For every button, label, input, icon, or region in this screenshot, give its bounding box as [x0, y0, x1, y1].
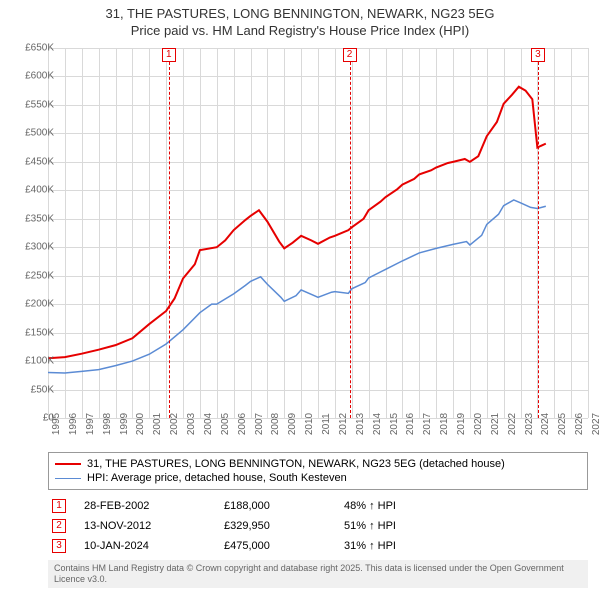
events-table: 1 28-FEB-2002£188,00048% ↑ HPI 2 13-NOV-201…	[48, 496, 588, 556]
marker-line-1	[169, 62, 170, 418]
marker-box-3: 3	[531, 48, 545, 62]
y-tick: £350K	[10, 213, 54, 224]
x-tick: 2009	[287, 413, 298, 435]
title-line2: Price paid vs. HM Land Registry's House …	[10, 23, 590, 40]
x-tick: 2025	[557, 413, 568, 435]
legend-item-hpi: HPI: Average price, detached house, Sout…	[55, 471, 581, 485]
event-marker: 2	[52, 519, 66, 533]
event-row: 2 13-NOV-2012£329,95051% ↑ HPI	[48, 516, 588, 536]
event-date: 10-JAN-2024	[84, 540, 224, 552]
y-tick: £650K	[10, 43, 54, 54]
x-tick: 1998	[102, 413, 113, 435]
x-tick: 2021	[490, 413, 501, 435]
x-tick: 2005	[220, 413, 231, 435]
event-price: £329,950	[224, 520, 344, 532]
x-tick: 2016	[405, 413, 416, 435]
x-tick: 2023	[524, 413, 535, 435]
marker-box-2: 2	[343, 48, 357, 62]
legend-label-price: 31, THE PASTURES, LONG BENNINGTON, NEWAR…	[87, 458, 505, 470]
x-tick: 1996	[68, 413, 79, 435]
x-tick: 2004	[203, 413, 214, 435]
chart-lines	[48, 48, 588, 418]
x-tick: 1995	[51, 413, 62, 435]
y-tick: £400K	[10, 185, 54, 196]
x-tick: 1997	[85, 413, 96, 435]
x-tick: 2010	[304, 413, 315, 435]
x-tick: 2015	[389, 413, 400, 435]
y-tick: £250K	[10, 270, 54, 281]
footer-attribution: Contains HM Land Registry data © Crown c…	[48, 560, 588, 588]
chart-title: 31, THE PASTURES, LONG BENNINGTON, NEWAR…	[0, 0, 600, 42]
legend-label-hpi: HPI: Average price, detached house, Sout…	[87, 472, 347, 484]
series-hpi	[48, 200, 546, 373]
x-tick: 2013	[355, 413, 366, 435]
x-tick: 2014	[372, 413, 383, 435]
x-tick: 2000	[135, 413, 146, 435]
grid-v	[588, 48, 589, 418]
footer-text: Contains HM Land Registry data © Crown c…	[54, 563, 564, 584]
event-pct: 51% ↑ HPI	[344, 520, 464, 532]
event-pct: 31% ↑ HPI	[344, 540, 464, 552]
x-tick: 2006	[237, 413, 248, 435]
x-tick: 2001	[152, 413, 163, 435]
legend: 31, THE PASTURES, LONG BENNINGTON, NEWAR…	[48, 452, 588, 490]
x-tick: 2012	[338, 413, 349, 435]
y-tick: £300K	[10, 242, 54, 253]
x-tick: 2022	[507, 413, 518, 435]
x-tick: 2019	[456, 413, 467, 435]
legend-swatch-hpi	[55, 478, 81, 479]
legend-item-price: 31, THE PASTURES, LONG BENNINGTON, NEWAR…	[55, 457, 581, 471]
x-tick: 2003	[186, 413, 197, 435]
event-price: £475,000	[224, 540, 344, 552]
x-tick: 2024	[540, 413, 551, 435]
event-marker: 3	[52, 539, 66, 553]
event-marker: 1	[52, 499, 66, 513]
x-tick: 2020	[473, 413, 484, 435]
x-tick: 1999	[119, 413, 130, 435]
event-date: 28-FEB-2002	[84, 500, 224, 512]
y-tick: £50K	[10, 384, 54, 395]
x-tick: 2002	[169, 413, 180, 435]
y-tick: £0	[10, 413, 54, 424]
chart-plot-area: 1 2 3	[48, 48, 588, 418]
y-tick: £500K	[10, 128, 54, 139]
event-price: £188,000	[224, 500, 344, 512]
series-price-paid	[48, 87, 546, 359]
event-date: 13-NOV-2012	[84, 520, 224, 532]
x-tick: 2008	[270, 413, 281, 435]
legend-swatch-price	[55, 463, 81, 465]
y-tick: £100K	[10, 356, 54, 367]
event-row: 1 28-FEB-2002£188,00048% ↑ HPI	[48, 496, 588, 516]
event-row: 3 10-JAN-2024£475,00031% ↑ HPI	[48, 536, 588, 556]
marker-box-1: 1	[162, 48, 176, 62]
y-tick: £200K	[10, 299, 54, 310]
marker-line-2	[350, 62, 351, 418]
event-pct: 48% ↑ HPI	[344, 500, 464, 512]
x-tick: 2011	[321, 413, 332, 435]
x-tick: 2007	[254, 413, 265, 435]
title-line1: 31, THE PASTURES, LONG BENNINGTON, NEWAR…	[10, 6, 590, 23]
x-tick: 2026	[574, 413, 585, 435]
y-tick: £150K	[10, 327, 54, 338]
marker-line-3	[538, 62, 539, 418]
x-tick: 2017	[422, 413, 433, 435]
y-tick: £600K	[10, 71, 54, 82]
y-tick: £550K	[10, 99, 54, 110]
x-tick: 2027	[591, 413, 600, 435]
y-tick: £450K	[10, 156, 54, 167]
x-tick: 2018	[439, 413, 450, 435]
